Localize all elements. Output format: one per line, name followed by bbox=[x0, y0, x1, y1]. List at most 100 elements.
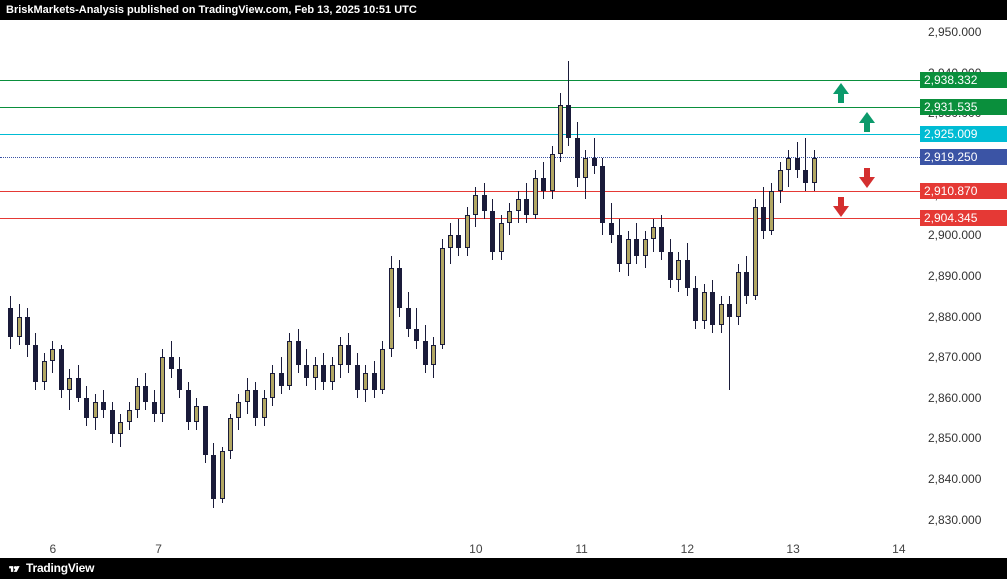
candle[interactable] bbox=[337, 20, 344, 540]
candle[interactable] bbox=[371, 20, 378, 540]
candle[interactable] bbox=[49, 20, 56, 540]
candle[interactable] bbox=[396, 20, 403, 540]
candle[interactable] bbox=[430, 20, 437, 540]
candle[interactable] bbox=[549, 20, 556, 540]
candle[interactable] bbox=[481, 20, 488, 540]
x-tick-label: 7 bbox=[155, 542, 162, 556]
candle[interactable] bbox=[752, 20, 759, 540]
candle[interactable] bbox=[625, 20, 632, 540]
candle[interactable] bbox=[777, 20, 784, 540]
candle[interactable] bbox=[709, 20, 716, 540]
candle[interactable] bbox=[202, 20, 209, 540]
candle[interactable] bbox=[252, 20, 259, 540]
candle[interactable] bbox=[261, 20, 268, 540]
candle[interactable] bbox=[464, 20, 471, 540]
candle[interactable] bbox=[811, 20, 818, 540]
candle[interactable] bbox=[362, 20, 369, 540]
candle[interactable] bbox=[320, 20, 327, 540]
candle[interactable] bbox=[58, 20, 65, 540]
candle[interactable] bbox=[41, 20, 48, 540]
candle[interactable] bbox=[126, 20, 133, 540]
y-axis: 2,830.0002,840.0002,850.0002,860.0002,87… bbox=[920, 20, 1007, 540]
candle[interactable] bbox=[455, 20, 462, 540]
candle[interactable] bbox=[185, 20, 192, 540]
candle[interactable] bbox=[345, 20, 352, 540]
candle[interactable] bbox=[244, 20, 251, 540]
candle[interactable] bbox=[582, 20, 589, 540]
candle[interactable] bbox=[286, 20, 293, 540]
x-axis: 671011121314 bbox=[0, 540, 920, 558]
candle[interactable] bbox=[506, 20, 513, 540]
candle[interactable] bbox=[134, 20, 141, 540]
candle[interactable] bbox=[295, 20, 302, 540]
candle[interactable] bbox=[16, 20, 23, 540]
candle[interactable] bbox=[159, 20, 166, 540]
candle[interactable] bbox=[802, 20, 809, 540]
candle[interactable] bbox=[142, 20, 149, 540]
candle[interactable] bbox=[726, 20, 733, 540]
candle[interactable] bbox=[312, 20, 319, 540]
candle[interactable] bbox=[117, 20, 124, 540]
candle[interactable] bbox=[439, 20, 446, 540]
candle[interactable] bbox=[210, 20, 217, 540]
candle[interactable] bbox=[83, 20, 90, 540]
candle[interactable] bbox=[532, 20, 539, 540]
candle[interactable] bbox=[768, 20, 775, 540]
candle[interactable] bbox=[701, 20, 708, 540]
candle[interactable] bbox=[794, 20, 801, 540]
candle[interactable] bbox=[329, 20, 336, 540]
candle[interactable] bbox=[66, 20, 73, 540]
candle[interactable] bbox=[354, 20, 361, 540]
candle[interactable] bbox=[379, 20, 386, 540]
candle[interactable] bbox=[92, 20, 99, 540]
candle[interactable] bbox=[675, 20, 682, 540]
candle[interactable] bbox=[405, 20, 412, 540]
candle[interactable] bbox=[650, 20, 657, 540]
candle[interactable] bbox=[75, 20, 82, 540]
candle[interactable] bbox=[684, 20, 691, 540]
candle[interactable] bbox=[447, 20, 454, 540]
candle[interactable] bbox=[269, 20, 276, 540]
candle[interactable] bbox=[472, 20, 479, 540]
candle[interactable] bbox=[227, 20, 234, 540]
candle[interactable] bbox=[151, 20, 158, 540]
candle[interactable] bbox=[235, 20, 242, 540]
candle[interactable] bbox=[498, 20, 505, 540]
candle[interactable] bbox=[515, 20, 522, 540]
candle[interactable] bbox=[523, 20, 530, 540]
candle[interactable] bbox=[100, 20, 107, 540]
candle[interactable] bbox=[489, 20, 496, 540]
candle[interactable] bbox=[735, 20, 742, 540]
candle[interactable] bbox=[574, 20, 581, 540]
candle[interactable] bbox=[718, 20, 725, 540]
candle[interactable] bbox=[557, 20, 564, 540]
candle[interactable] bbox=[193, 20, 200, 540]
candle[interactable] bbox=[388, 20, 395, 540]
candle[interactable] bbox=[109, 20, 116, 540]
candle[interactable] bbox=[591, 20, 598, 540]
candle[interactable] bbox=[422, 20, 429, 540]
candle[interactable] bbox=[7, 20, 14, 540]
candle[interactable] bbox=[278, 20, 285, 540]
candle[interactable] bbox=[24, 20, 31, 540]
candle[interactable] bbox=[658, 20, 665, 540]
candle[interactable] bbox=[692, 20, 699, 540]
candle[interactable] bbox=[219, 20, 226, 540]
candle[interactable] bbox=[32, 20, 39, 540]
candle[interactable] bbox=[303, 20, 310, 540]
candle[interactable] bbox=[667, 20, 674, 540]
candle[interactable] bbox=[599, 20, 606, 540]
candle[interactable] bbox=[540, 20, 547, 540]
candle[interactable] bbox=[176, 20, 183, 540]
candle[interactable] bbox=[616, 20, 623, 540]
chart-plot-area[interactable] bbox=[0, 20, 920, 540]
candle[interactable] bbox=[565, 20, 572, 540]
candle[interactable] bbox=[633, 20, 640, 540]
candle[interactable] bbox=[743, 20, 750, 540]
candle[interactable] bbox=[608, 20, 615, 540]
candle[interactable] bbox=[785, 20, 792, 540]
candle[interactable] bbox=[413, 20, 420, 540]
candle[interactable] bbox=[642, 20, 649, 540]
candle[interactable] bbox=[168, 20, 175, 540]
candle[interactable] bbox=[760, 20, 767, 540]
